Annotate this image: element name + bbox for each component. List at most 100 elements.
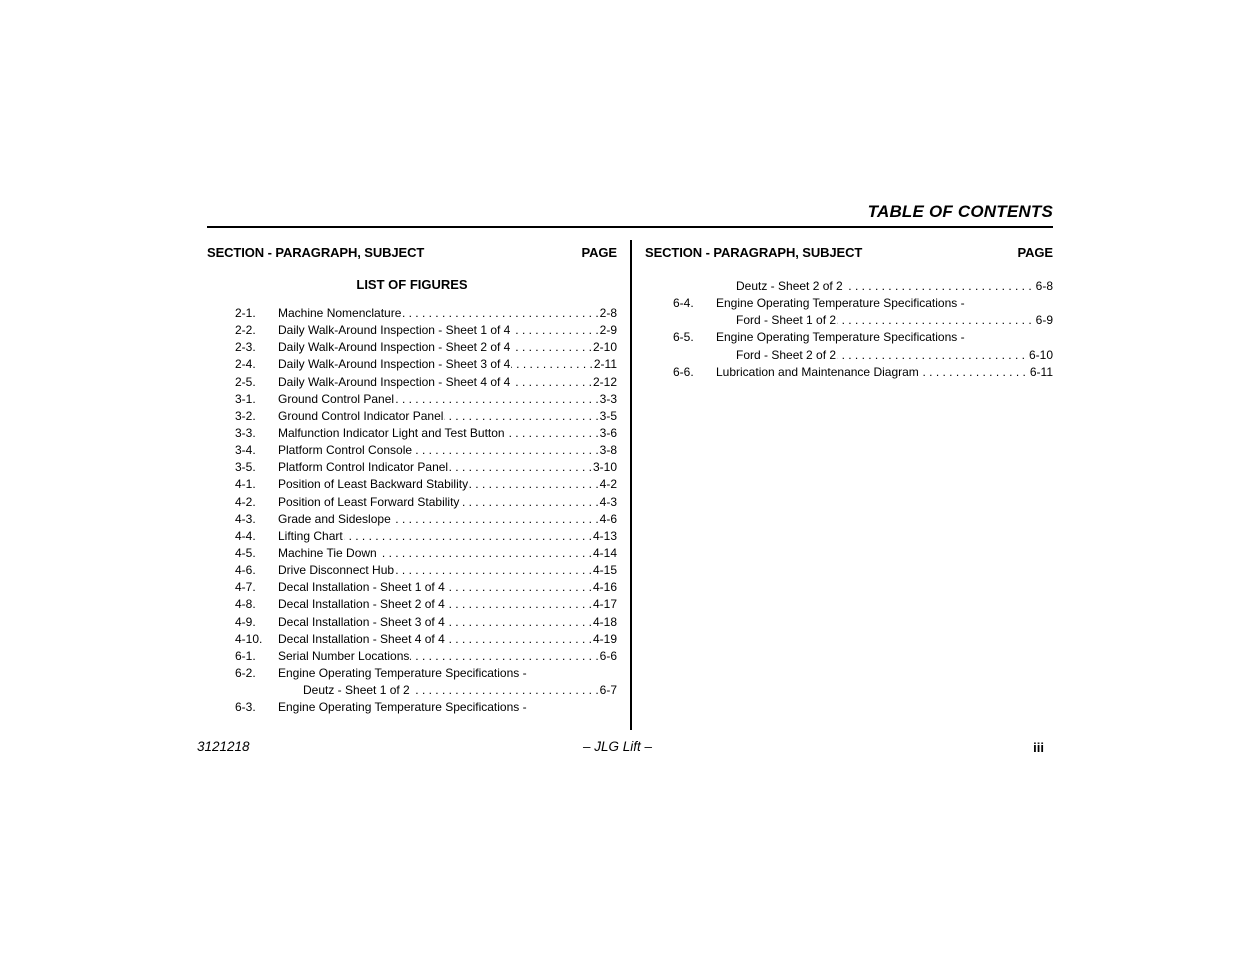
figure-entry-title: Ground Control Panel	[278, 391, 395, 406]
figure-entry-page: 2-9	[599, 323, 617, 338]
figure-entry: 2-1. Machine Nomenclature 2-8	[207, 305, 617, 322]
left-header-subject: SECTION - PARAGRAPH, SUBJECT	[207, 245, 425, 260]
figure-entry-page: 3-6	[599, 425, 617, 440]
figure-entry-page: 4-13	[592, 528, 617, 543]
figure-entry-number: 4-9.	[235, 614, 256, 629]
figure-entry-number: 3-1.	[235, 391, 256, 406]
figure-entry-page: 6-10	[1028, 347, 1053, 362]
figure-entry-number: 4-5.	[235, 545, 256, 560]
dot-leader	[395, 391, 599, 408]
figure-entry-title: Daily Walk-Around Inspection - Sheet 1 o…	[278, 323, 511, 338]
figure-entry-title: Platform Control Indicator Panel	[278, 460, 449, 475]
dot-leader	[511, 322, 598, 339]
dot-leader	[446, 614, 592, 631]
figure-entry: 4-6. Drive Disconnect Hub 4-15	[207, 562, 617, 579]
figure-entry-title: Decal Installation - Sheet 3 of 4	[278, 614, 445, 629]
figure-entry: 4-10. Decal Installation - Sheet 4 of 4 …	[207, 631, 617, 648]
figure-entry-title: Serial Number Locations	[278, 648, 410, 663]
figure-entry-title: Engine Operating Temperature Specificati…	[278, 700, 527, 715]
figure-entry: 3-5. Platform Control Indicator Panel 3-…	[207, 459, 617, 476]
right-header-subject: SECTION - PARAGRAPH, SUBJECT	[645, 245, 863, 260]
figure-entry: 6-6. Lubrication and Maintenance Diagram…	[645, 364, 1053, 381]
figure-entry: 4-5. Machine Tie Down 4-14	[207, 545, 617, 562]
figure-entry-page: 4-15	[592, 563, 617, 578]
figure-entry-page: 4-3	[599, 494, 617, 509]
figure-entry-number: 4-3.	[235, 511, 256, 526]
dot-leader	[844, 278, 1032, 295]
dot-leader	[511, 374, 592, 391]
list-of-figures-heading: LIST OF FIGURES	[356, 277, 468, 292]
figure-entry: 3-4. Platform Control Console 3-8	[207, 442, 617, 459]
dot-leader	[469, 476, 599, 493]
figure-list-left: 2-1. Machine Nomenclature 2-8 2-2. Daily…	[207, 305, 617, 716]
figure-entry-title: Engine Operating Temperature Specificati…	[278, 665, 527, 680]
figure-entry: 6-3. Engine Operating Temperature Specif…	[207, 699, 617, 716]
column-divider	[630, 240, 632, 730]
figure-entry-page: 4-14	[592, 545, 617, 560]
figure-entry-number: 6-1.	[235, 648, 256, 663]
figure-entry: Deutz - Sheet 2 of 2 6-8	[645, 278, 1053, 295]
right-column: SECTION - PARAGRAPH, SUBJECT PAGE Deutz …	[645, 245, 1053, 381]
figure-entry: 2-2. Daily Walk-Around Inspection - Shee…	[207, 322, 617, 339]
figure-entry-number: 3-5.	[235, 460, 256, 475]
dot-leader	[837, 347, 1025, 364]
figure-entry-number: 2-1.	[235, 306, 256, 320]
dot-leader	[449, 459, 592, 476]
figure-entry: 4-1. Position of Least Backward Stabilit…	[207, 476, 617, 493]
figure-entry: 6-1. Serial Number Locations 6-6	[207, 648, 617, 665]
figure-entry-number: 4-1.	[235, 477, 256, 492]
figure-entry-page: 4-2	[599, 477, 617, 492]
figure-entry: 2-3. Daily Walk-Around Inspection - Shee…	[207, 339, 617, 356]
page-title: TABLE OF CONTENTS	[867, 202, 1053, 221]
figure-entry-number: 6-3.	[235, 700, 256, 715]
dot-leader	[920, 364, 1026, 381]
figure-entry-number: 3-3.	[235, 425, 256, 440]
figure-entry-number: 4-7.	[235, 580, 256, 595]
figure-entry-number: 4-10.	[235, 631, 263, 646]
figure-entry-title: Drive Disconnect Hub	[278, 563, 395, 578]
figure-entry: Deutz - Sheet 1 of 2 6-7	[207, 682, 617, 699]
dot-leader	[460, 494, 598, 511]
figure-entry-page: 4-16	[592, 580, 617, 595]
dot-leader	[410, 648, 598, 665]
figure-entry-number: 3-2.	[235, 408, 256, 423]
figure-entry: 3-3. Malfunction Indicator Light and Tes…	[207, 425, 617, 442]
left-header-page: PAGE	[581, 245, 618, 260]
figure-entry-number: 6-5.	[673, 330, 694, 345]
dot-leader	[411, 682, 599, 699]
figure-entry-number: 4-4.	[235, 528, 256, 543]
figure-entry-title: Engine Operating Temperature Specificati…	[716, 330, 965, 345]
figure-entry-title: Decal Installation - Sheet 2 of 4	[278, 597, 445, 612]
figure-entry: 2-5. Daily Walk-Around Inspection - Shee…	[207, 374, 617, 391]
figure-entry-title: Decal Installation - Sheet 1 of 4	[278, 580, 445, 595]
figure-entry-title: Deutz - Sheet 1 of 2	[303, 683, 410, 698]
left-column: SECTION - PARAGRAPH, SUBJECT PAGE LIST O…	[207, 245, 617, 716]
figure-entry: 4-3. Grade and Sideslope 4-6	[207, 511, 617, 528]
dot-leader	[506, 425, 599, 442]
figure-entry-number: 2-3.	[235, 340, 256, 355]
figure-entry: 6-5. Engine Operating Temperature Specif…	[645, 329, 1053, 346]
figure-entry-title: Ford - Sheet 1 of 2	[736, 313, 837, 328]
dot-leader	[511, 356, 593, 373]
figure-entry-page: 2-12	[592, 374, 617, 389]
figure-entry-number: 3-4.	[235, 443, 256, 458]
figure-entry-title: Ground Control Indicator Panel	[278, 408, 444, 423]
figure-entry-title: Machine Nomenclature	[278, 306, 402, 320]
figure-entry-page: 6-6	[599, 648, 617, 663]
figure-entry-title: Decal Installation - Sheet 4 of 4	[278, 631, 445, 646]
figure-entry-page: 4-18	[592, 614, 617, 629]
figure-entry-title: Lifting Chart	[278, 528, 343, 543]
figure-entry: 4-7. Decal Installation - Sheet 1 of 4 4…	[207, 579, 617, 596]
figure-entry-title: Machine Tie Down	[278, 545, 377, 560]
dot-leader	[446, 596, 592, 613]
figure-entry-page: 2-11	[593, 357, 617, 372]
figure-entry: 4-2. Position of Least Forward Stability…	[207, 494, 617, 511]
figure-entry: 2-4. Daily Walk-Around Inspection - Shee…	[207, 356, 617, 373]
left-column-header: SECTION - PARAGRAPH, SUBJECT PAGE	[207, 245, 617, 260]
figure-entry-page: 2-10	[592, 340, 617, 355]
dot-leader	[446, 631, 592, 648]
figure-entry: 6-2. Engine Operating Temperature Specif…	[207, 665, 617, 682]
figure-entry-page: 3-8	[599, 443, 617, 458]
figure-entry-page: 6-7	[599, 683, 617, 698]
figure-entry-number: 6-4.	[673, 296, 694, 311]
